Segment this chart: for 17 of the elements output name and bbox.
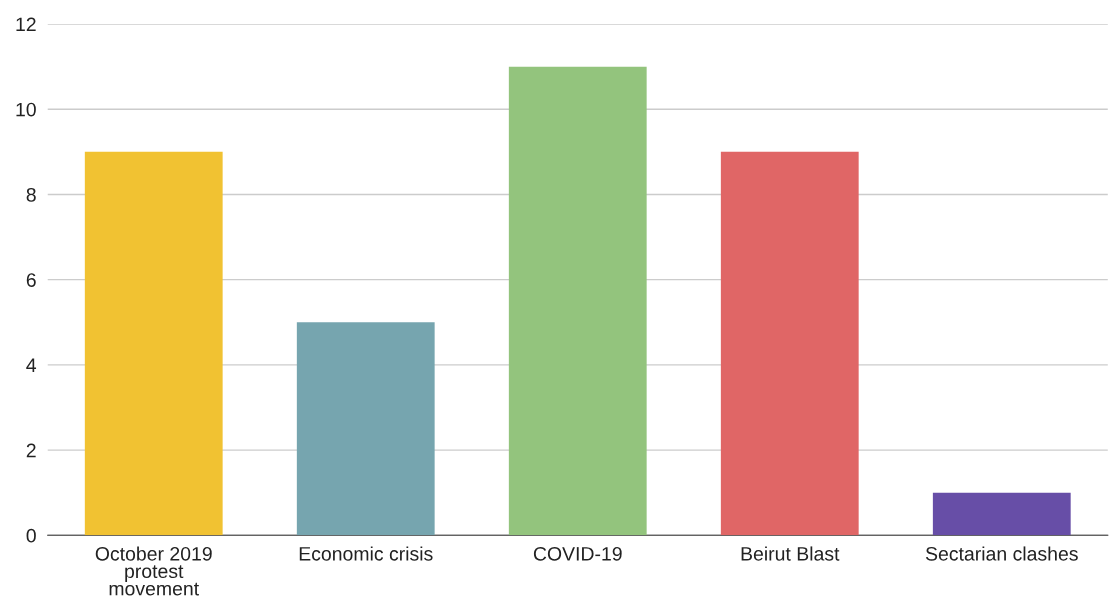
y-tick-label: 8 (26, 187, 36, 202)
x-tick-label: Economic crisis (299, 546, 433, 561)
x-tick-label: October 2019 protest movement (95, 546, 212, 596)
x-tick-label: COVID-19 (533, 546, 622, 561)
bar (932, 492, 1071, 536)
bar (296, 322, 435, 536)
x-tick-label: Sectarian clashes (925, 546, 1078, 561)
y-tick-label: 0 (26, 528, 36, 543)
y-tick-label: 10 (16, 102, 36, 117)
y-tick-label: 12 (16, 17, 36, 32)
x-tick-label: Beirut Blast (741, 546, 840, 561)
bar (508, 66, 647, 536)
bar (720, 151, 859, 536)
y-tick-label: 4 (26, 358, 37, 372)
y-tick-label: 2 (26, 443, 36, 458)
bar (84, 151, 223, 536)
y-tick-label: 6 (26, 273, 36, 287)
